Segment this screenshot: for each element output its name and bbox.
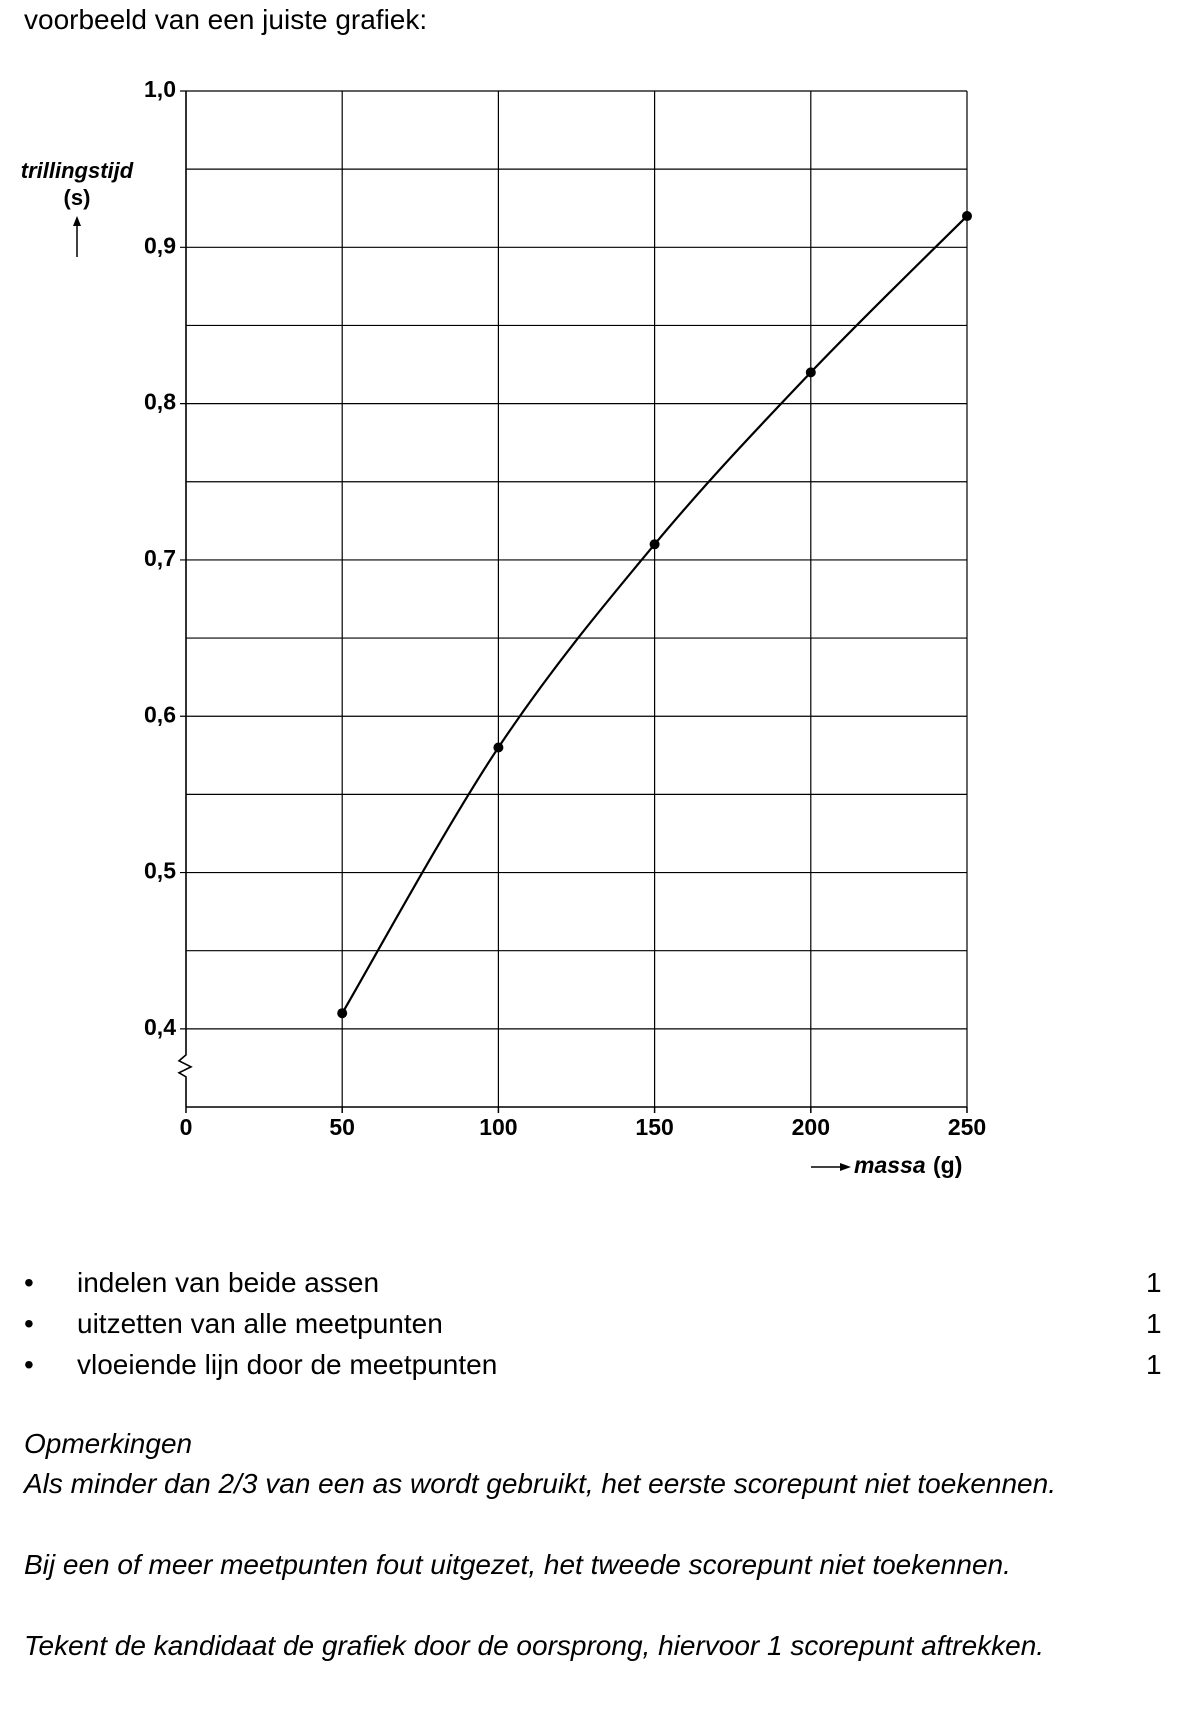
curve xyxy=(341,215,968,1014)
remark: Tekent de kandidaat de grafiek door de o… xyxy=(24,1630,1045,1661)
x-axis-unit: (g) xyxy=(933,1152,962,1178)
y-tick-label: 0,4 xyxy=(144,1014,176,1040)
criterion-score: 1 xyxy=(1146,1308,1162,1339)
bullet: • xyxy=(24,1267,34,1298)
criterion-text: vloeiende lijn door de meetpunten xyxy=(77,1349,498,1380)
y-arrow-head xyxy=(73,216,81,226)
x-tick-label: 250 xyxy=(948,1114,986,1140)
criterion-text: uitzetten van alle meetpunten xyxy=(77,1308,443,1339)
y-axis xyxy=(177,91,193,1107)
x-tick-label: 50 xyxy=(329,1114,355,1140)
y-axis-label: trillingstijd xyxy=(21,158,134,183)
chart: trillingstijd (s) massa (g) 0,4 0,5 0,6 0,7… xyxy=(21,76,986,1178)
data-point xyxy=(649,539,660,550)
data-point xyxy=(493,742,504,753)
y-tick-label: 0,9 xyxy=(144,232,176,258)
remark: Als minder dan 2/3 van een as wordt gebr… xyxy=(24,1468,1056,1499)
data-point xyxy=(962,211,972,222)
x-tick-label: 200 xyxy=(792,1114,830,1140)
heading: voorbeeld van een juiste grafiek: xyxy=(24,4,428,35)
x-axis-label: massa xyxy=(854,1152,926,1178)
y-tick-label: 0,7 xyxy=(144,545,176,571)
x-tick-label: 150 xyxy=(635,1114,673,1140)
bullet: • xyxy=(24,1308,34,1339)
x-tick-label: 0 xyxy=(180,1114,193,1140)
x-arrow-head xyxy=(840,1163,851,1171)
y-tick-label: 0,6 xyxy=(144,701,176,727)
y-tick-label: 1,0 xyxy=(144,76,176,102)
y-axis-unit: (s) xyxy=(64,185,91,210)
x-tick-label: 100 xyxy=(479,1114,517,1140)
data-point xyxy=(337,1008,348,1019)
data-point xyxy=(805,367,816,378)
remark: Bij een of meer meetpunten fout uitgezet… xyxy=(24,1549,1011,1580)
remarks-title: Opmerkingen xyxy=(24,1428,193,1459)
y-tick-label: 0,8 xyxy=(144,389,176,415)
y-tick-label: 0,5 xyxy=(144,858,176,884)
criterion-score: 1 xyxy=(1146,1349,1162,1380)
criterion-text: indelen van beide assen xyxy=(77,1267,380,1298)
bullet: • xyxy=(24,1349,34,1380)
criterion-score: 1 xyxy=(1146,1267,1162,1298)
